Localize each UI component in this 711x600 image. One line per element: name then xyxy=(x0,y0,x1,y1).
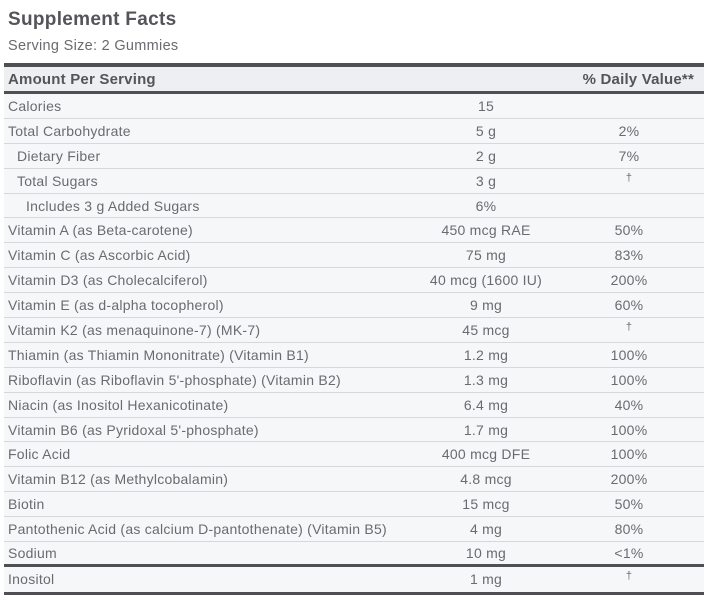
nutrient-amount: 400 mcg DFE xyxy=(441,446,531,463)
serving-size: Serving Size: 2 Gummies xyxy=(8,38,179,54)
nutrient-name: Folic Acid xyxy=(8,446,71,463)
table-row: Niacin (as Inositol Hexanicotinate) 6.4 … xyxy=(4,392,704,418)
nutrient-daily-value: 200% xyxy=(610,471,648,488)
nutrient-amount: 15 mcg xyxy=(462,496,510,513)
nutrient-amount: 1 mg xyxy=(469,571,503,588)
amount-per-serving-header: Amount Per Serving xyxy=(8,70,156,88)
nutrient-name: Dietary Fiber xyxy=(17,147,101,164)
nutrient-name: Vitamin A (as Beta-carotene) xyxy=(8,222,193,239)
divider-thick-top xyxy=(4,63,704,67)
nutrient-daily-value: 100% xyxy=(610,346,648,363)
panel-title: Supplement Facts xyxy=(8,9,177,30)
table-header: Amount Per Serving % Daily Value** xyxy=(4,67,704,91)
nutrient-name: Includes 3 g Added Sugars xyxy=(26,197,200,214)
nutrient-amount: 1.3 mg xyxy=(463,371,509,388)
daily-value-header: % Daily Value** xyxy=(582,70,694,88)
nutrient-name: Pantothenic Acid (as calcium D-pantothen… xyxy=(8,521,387,538)
nutrient-daily-value: 50% xyxy=(614,496,644,513)
table-row: Vitamin B12 (as Methylcobalamin) 4.8 mcg… xyxy=(4,467,704,493)
table-row: Thiamin (as Thiamin Mononitrate) (Vitami… xyxy=(4,342,704,368)
nutrient-amount: 45 mcg xyxy=(462,321,510,338)
nutrient-daily-value: 100% xyxy=(610,421,648,438)
nutrient-amount: 4.8 mcg xyxy=(460,471,512,488)
table-row: Biotin 15 mcg 50% xyxy=(4,492,704,518)
nutrient-daily-value: 100% xyxy=(610,446,648,463)
table-row: Includes 3 g Added Sugars 6% xyxy=(4,193,704,219)
table-row: Vitamin K2 (as menaquinone-7) (MK-7) 45 … xyxy=(4,318,704,343)
nutrient-daily-value: 80% xyxy=(614,521,644,538)
nutrient-name: Sodium xyxy=(8,544,57,561)
nutrient-name: Vitamin B12 (as Methylcobalamin) xyxy=(8,471,229,488)
table-row: Total Sugars 3 g † xyxy=(4,168,704,194)
divider-thick-bottom xyxy=(4,591,704,595)
nutrient-daily-value: † xyxy=(625,171,633,184)
nutrient-daily-value: 40% xyxy=(614,396,644,413)
nutrient-name: Total Carbohydrate xyxy=(8,122,131,139)
nutrient-daily-value: <1% xyxy=(614,544,644,561)
nutrient-daily-value: 83% xyxy=(614,247,644,264)
table-row: Vitamin C (as Ascorbic Acid) 75 mg 83% xyxy=(4,243,704,269)
nutrient-amount: 40 mcg (1600 IU) xyxy=(429,272,543,289)
nutrient-name: Niacin (as Inositol Hexanicotinate) xyxy=(8,396,229,413)
nutrient-amount: 450 mcg RAE xyxy=(441,222,531,239)
table-row: Vitamin E (as d-alpha tocopherol) 9 mg 6… xyxy=(4,293,704,319)
nutrient-amount: 3 g xyxy=(475,172,497,189)
nutrient-name: Vitamin D3 (as Cholecalciferol) xyxy=(8,272,208,289)
nutrient-amount: 6.4 mg xyxy=(463,396,509,413)
nutrient-amount: 5 g xyxy=(475,122,497,139)
nutrient-amount: 9 mg xyxy=(469,297,503,314)
nutrient-name: Vitamin E (as d-alpha tocopherol) xyxy=(8,297,224,314)
nutrient-name: Calories xyxy=(8,97,62,114)
nutrient-name: Thiamin (as Thiamin Mononitrate) (Vitami… xyxy=(8,346,309,363)
nutrient-daily-value: 100% xyxy=(610,371,648,388)
table-row: Sodium 10 mg <1% xyxy=(4,542,704,567)
nutrient-amount: 6% xyxy=(475,197,497,214)
nutrient-name: Biotin xyxy=(8,496,45,513)
table-row: Folic Acid 400 mcg DFE 100% xyxy=(4,442,704,468)
nutrient-daily-value: 2% xyxy=(618,122,640,139)
nutrient-amount: 1.2 mg xyxy=(463,346,509,363)
nutrient-daily-value: 7% xyxy=(618,147,640,164)
nutrient-amount: 15 xyxy=(477,97,495,114)
nutrient-amount: 4 mg xyxy=(469,521,503,538)
table-row: Calories 15 xyxy=(4,94,704,119)
nutrient-amount: 10 mg xyxy=(465,544,507,561)
nutrient-daily-value: 50% xyxy=(614,222,644,239)
nutrient-amount: 75 mg xyxy=(465,247,507,264)
table-row: Dietary Fiber 2 g 7% xyxy=(4,143,704,169)
nutrient-name: Total Sugars xyxy=(17,172,98,189)
nutrient-name: Vitamin K2 (as menaquinone-7) (MK-7) xyxy=(8,321,261,338)
nutrient-name: Inositol xyxy=(8,571,55,588)
table-row: Vitamin A (as Beta-carotene) 450 mcg RAE… xyxy=(4,218,704,244)
nutrient-name: Vitamin B6 (as Pyridoxal 5'-phosphate) xyxy=(8,421,259,438)
nutrient-name: Riboflavin (as Riboflavin 5'-phosphate) … xyxy=(8,371,341,388)
table-row: Inositol 1 mg † xyxy=(4,566,704,592)
supplement-facts-panel: Supplement Facts Serving Size: 2 Gummies… xyxy=(4,9,704,595)
nutrient-name: Vitamin C (as Ascorbic Acid) xyxy=(8,247,191,264)
table-row: Pantothenic Acid (as calcium D-pantothen… xyxy=(4,517,704,543)
table-row: Riboflavin (as Riboflavin 5'-phosphate) … xyxy=(4,367,704,393)
nutrient-daily-value: 200% xyxy=(610,272,648,289)
nutrient-daily-value: † xyxy=(625,320,633,333)
table-row: Vitamin B6 (as Pyridoxal 5'-phosphate) 1… xyxy=(4,417,704,443)
divider-thick-under-header xyxy=(4,91,704,94)
table-row: Vitamin D3 (as Cholecalciferol) 40 mcg (… xyxy=(4,268,704,294)
nutrient-amount: 1.7 mg xyxy=(463,421,509,438)
nutrient-daily-value: 60% xyxy=(614,297,644,314)
facts-rows: Calories 15 Total Carbohydrate 5 g 2% Di… xyxy=(4,94,704,592)
table-row: Total Carbohydrate 5 g 2% xyxy=(4,118,704,144)
nutrient-daily-value: † xyxy=(625,570,633,583)
nutrient-amount: 2 g xyxy=(475,147,497,164)
